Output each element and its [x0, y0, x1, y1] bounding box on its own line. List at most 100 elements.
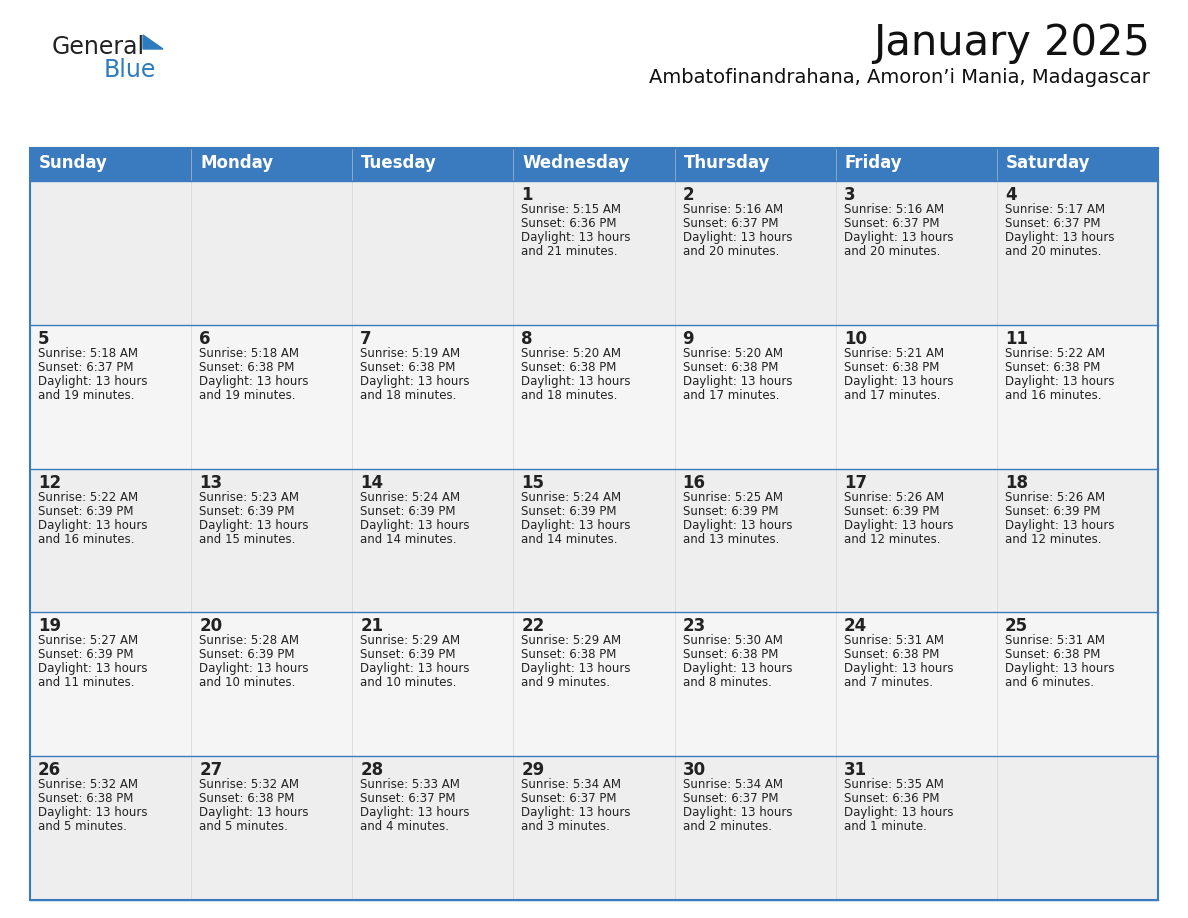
Bar [353, 612, 513, 756]
Text: Daylight: 13 hours: Daylight: 13 hours [200, 806, 309, 819]
Text: Sunset: 6:36 PM: Sunset: 6:36 PM [843, 792, 940, 805]
Text: Daylight: 13 hours: Daylight: 13 hours [1005, 663, 1114, 676]
Text: Daylight: 13 hours: Daylight: 13 hours [38, 663, 147, 676]
Bar [191, 181, 353, 325]
Text: Daylight: 13 hours: Daylight: 13 hours [683, 231, 792, 244]
Bar [30, 756, 191, 900]
Text: and 20 minutes.: and 20 minutes. [683, 245, 779, 258]
Bar [513, 181, 675, 325]
Text: Sunset: 6:38 PM: Sunset: 6:38 PM [200, 792, 295, 805]
Text: 22: 22 [522, 618, 544, 635]
Text: Friday: Friday [845, 154, 903, 173]
Bar [835, 612, 997, 756]
Text: Sunrise: 5:34 AM: Sunrise: 5:34 AM [683, 778, 783, 791]
Bar [191, 148, 353, 181]
Text: Daylight: 13 hours: Daylight: 13 hours [522, 375, 631, 387]
Text: Sunrise: 5:19 AM: Sunrise: 5:19 AM [360, 347, 461, 360]
Text: Sunrise: 5:31 AM: Sunrise: 5:31 AM [843, 634, 943, 647]
Bar [997, 181, 1158, 325]
Text: Daylight: 13 hours: Daylight: 13 hours [1005, 375, 1114, 387]
Text: 7: 7 [360, 330, 372, 348]
Text: Tuesday: Tuesday [361, 154, 437, 173]
Text: Sunset: 6:37 PM: Sunset: 6:37 PM [1005, 217, 1100, 230]
Text: Daylight: 13 hours: Daylight: 13 hours [683, 519, 792, 532]
Text: Daylight: 13 hours: Daylight: 13 hours [360, 663, 469, 676]
Text: 27: 27 [200, 761, 222, 779]
Text: Sunset: 6:38 PM: Sunset: 6:38 PM [1005, 361, 1100, 374]
Text: 2: 2 [683, 186, 694, 204]
Text: Sunset: 6:39 PM: Sunset: 6:39 PM [843, 505, 940, 518]
Bar [997, 148, 1158, 181]
Text: and 10 minutes.: and 10 minutes. [200, 677, 296, 689]
Text: Blue: Blue [105, 58, 157, 82]
Text: Thursday: Thursday [683, 154, 770, 173]
Text: and 16 minutes.: and 16 minutes. [38, 532, 134, 545]
Text: Daylight: 13 hours: Daylight: 13 hours [1005, 519, 1114, 532]
Bar [675, 468, 835, 612]
Text: Sunset: 6:37 PM: Sunset: 6:37 PM [683, 792, 778, 805]
Text: Sunrise: 5:21 AM: Sunrise: 5:21 AM [843, 347, 943, 360]
Text: Sunset: 6:38 PM: Sunset: 6:38 PM [683, 648, 778, 661]
Bar [675, 612, 835, 756]
Bar [30, 148, 191, 181]
Text: Sunrise: 5:16 AM: Sunrise: 5:16 AM [843, 203, 943, 216]
Text: Daylight: 13 hours: Daylight: 13 hours [360, 806, 469, 819]
Text: Daylight: 13 hours: Daylight: 13 hours [38, 806, 147, 819]
Bar [30, 325, 191, 468]
Text: Sunrise: 5:24 AM: Sunrise: 5:24 AM [522, 490, 621, 504]
Bar [675, 756, 835, 900]
Text: 1: 1 [522, 186, 533, 204]
Text: 29: 29 [522, 761, 544, 779]
Bar [353, 325, 513, 468]
Text: Sunset: 6:38 PM: Sunset: 6:38 PM [360, 361, 456, 374]
Text: and 17 minutes.: and 17 minutes. [843, 389, 940, 402]
Text: Sunrise: 5:26 AM: Sunrise: 5:26 AM [843, 490, 943, 504]
Text: 4: 4 [1005, 186, 1017, 204]
Bar [997, 325, 1158, 468]
Text: Sunrise: 5:32 AM: Sunrise: 5:32 AM [200, 778, 299, 791]
Text: and 13 minutes.: and 13 minutes. [683, 532, 779, 545]
Text: and 7 minutes.: and 7 minutes. [843, 677, 933, 689]
Text: Sunset: 6:39 PM: Sunset: 6:39 PM [683, 505, 778, 518]
Bar [997, 756, 1158, 900]
Text: Sunrise: 5:20 AM: Sunrise: 5:20 AM [683, 347, 783, 360]
Text: Sunset: 6:38 PM: Sunset: 6:38 PM [683, 361, 778, 374]
Text: Sunset: 6:39 PM: Sunset: 6:39 PM [38, 648, 133, 661]
Text: Daylight: 13 hours: Daylight: 13 hours [360, 519, 469, 532]
Text: Sunset: 6:38 PM: Sunset: 6:38 PM [1005, 648, 1100, 661]
Text: and 15 minutes.: and 15 minutes. [200, 532, 296, 545]
Text: 6: 6 [200, 330, 210, 348]
Text: Sunset: 6:37 PM: Sunset: 6:37 PM [522, 792, 617, 805]
Text: and 20 minutes.: and 20 minutes. [843, 245, 940, 258]
Text: Daylight: 13 hours: Daylight: 13 hours [843, 231, 953, 244]
Text: Daylight: 13 hours: Daylight: 13 hours [200, 375, 309, 387]
Text: Daylight: 13 hours: Daylight: 13 hours [360, 375, 469, 387]
Text: Daylight: 13 hours: Daylight: 13 hours [683, 375, 792, 387]
Text: Sunrise: 5:15 AM: Sunrise: 5:15 AM [522, 203, 621, 216]
Text: Sunrise: 5:16 AM: Sunrise: 5:16 AM [683, 203, 783, 216]
Text: 23: 23 [683, 618, 706, 635]
Bar [997, 612, 1158, 756]
Text: Sunset: 6:39 PM: Sunset: 6:39 PM [360, 505, 456, 518]
Text: Sunrise: 5:31 AM: Sunrise: 5:31 AM [1005, 634, 1105, 647]
Text: and 11 minutes.: and 11 minutes. [38, 677, 134, 689]
Text: Sunset: 6:38 PM: Sunset: 6:38 PM [843, 361, 939, 374]
Text: 3: 3 [843, 186, 855, 204]
Text: and 14 minutes.: and 14 minutes. [360, 532, 456, 545]
Text: 10: 10 [843, 330, 867, 348]
Text: and 2 minutes.: and 2 minutes. [683, 820, 771, 834]
Text: Daylight: 13 hours: Daylight: 13 hours [522, 806, 631, 819]
Text: Daylight: 13 hours: Daylight: 13 hours [843, 519, 953, 532]
Text: Daylight: 13 hours: Daylight: 13 hours [200, 519, 309, 532]
Text: Sunrise: 5:23 AM: Sunrise: 5:23 AM [200, 490, 299, 504]
Text: 25: 25 [1005, 618, 1028, 635]
Text: and 16 minutes.: and 16 minutes. [1005, 389, 1101, 402]
Text: Sunset: 6:39 PM: Sunset: 6:39 PM [522, 505, 617, 518]
Text: Saturday: Saturday [1006, 154, 1091, 173]
Text: Sunrise: 5:35 AM: Sunrise: 5:35 AM [843, 778, 943, 791]
Text: Sunset: 6:37 PM: Sunset: 6:37 PM [38, 361, 133, 374]
Text: Sunrise: 5:29 AM: Sunrise: 5:29 AM [360, 634, 461, 647]
Text: and 10 minutes.: and 10 minutes. [360, 677, 456, 689]
Bar [191, 325, 353, 468]
Text: Sunrise: 5:24 AM: Sunrise: 5:24 AM [360, 490, 461, 504]
